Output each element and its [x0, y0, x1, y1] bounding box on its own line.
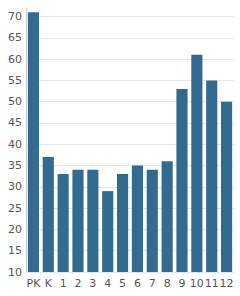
- svg-text:12: 12: [220, 277, 234, 290]
- svg-text:10: 10: [190, 277, 204, 290]
- svg-text:2: 2: [75, 277, 82, 290]
- svg-text:40: 40: [8, 138, 22, 151]
- svg-text:50: 50: [8, 95, 22, 108]
- svg-text:8: 8: [164, 277, 171, 290]
- svg-text:PK: PK: [26, 277, 41, 290]
- svg-text:15: 15: [8, 244, 22, 257]
- svg-text:45: 45: [8, 116, 22, 129]
- svg-text:20: 20: [8, 223, 22, 236]
- svg-text:3: 3: [89, 277, 96, 290]
- svg-text:11: 11: [205, 277, 219, 290]
- svg-text:65: 65: [8, 31, 22, 44]
- svg-text:4: 4: [104, 277, 111, 290]
- svg-text:10: 10: [8, 266, 22, 279]
- svg-text:6: 6: [134, 277, 141, 290]
- svg-text:55: 55: [8, 74, 22, 87]
- svg-text:25: 25: [8, 202, 22, 215]
- svg-text:K: K: [45, 277, 53, 290]
- svg-text:30: 30: [8, 180, 22, 193]
- svg-text:7: 7: [149, 277, 156, 290]
- svg-text:70: 70: [8, 10, 22, 23]
- svg-text:1: 1: [60, 277, 67, 290]
- svg-text:60: 60: [8, 53, 22, 66]
- svg-text:35: 35: [8, 159, 22, 172]
- svg-text:9: 9: [179, 277, 186, 290]
- svg-text:5: 5: [119, 277, 126, 290]
